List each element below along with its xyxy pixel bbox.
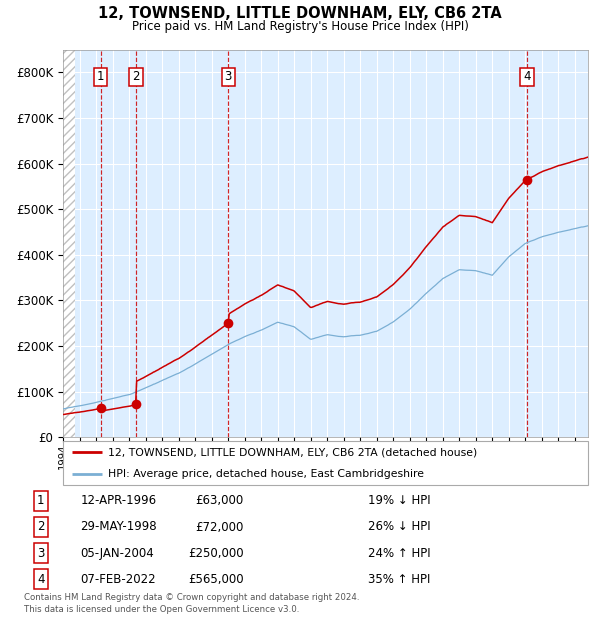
- Text: £63,000: £63,000: [196, 495, 244, 507]
- Text: 4: 4: [523, 71, 530, 84]
- Text: Contains HM Land Registry data © Crown copyright and database right 2024.: Contains HM Land Registry data © Crown c…: [24, 593, 359, 603]
- Text: 1: 1: [37, 495, 44, 507]
- Text: 2: 2: [37, 521, 44, 533]
- Text: 05-JAN-2004: 05-JAN-2004: [80, 547, 154, 559]
- Text: 4: 4: [37, 573, 44, 585]
- Text: £72,000: £72,000: [196, 521, 244, 533]
- Text: 3: 3: [37, 547, 44, 559]
- Text: This data is licensed under the Open Government Licence v3.0.: This data is licensed under the Open Gov…: [24, 604, 299, 614]
- Text: 19% ↓ HPI: 19% ↓ HPI: [368, 495, 431, 507]
- Text: 35% ↑ HPI: 35% ↑ HPI: [368, 573, 430, 585]
- Text: £250,000: £250,000: [188, 547, 244, 559]
- Text: 24% ↑ HPI: 24% ↑ HPI: [368, 547, 431, 559]
- Text: 29-MAY-1998: 29-MAY-1998: [80, 521, 157, 533]
- Text: 26% ↓ HPI: 26% ↓ HPI: [368, 521, 431, 533]
- Text: Price paid vs. HM Land Registry's House Price Index (HPI): Price paid vs. HM Land Registry's House …: [131, 20, 469, 33]
- Text: 1: 1: [97, 71, 104, 84]
- Text: HPI: Average price, detached house, East Cambridgeshire: HPI: Average price, detached house, East…: [107, 469, 424, 479]
- Text: £565,000: £565,000: [188, 573, 244, 585]
- Text: 2: 2: [132, 71, 140, 84]
- Text: 12-APR-1996: 12-APR-1996: [80, 495, 157, 507]
- Text: 12, TOWNSEND, LITTLE DOWNHAM, ELY, CB6 2TA: 12, TOWNSEND, LITTLE DOWNHAM, ELY, CB6 2…: [98, 6, 502, 21]
- Text: 3: 3: [224, 71, 232, 84]
- Text: 12, TOWNSEND, LITTLE DOWNHAM, ELY, CB6 2TA (detached house): 12, TOWNSEND, LITTLE DOWNHAM, ELY, CB6 2…: [107, 447, 477, 458]
- Text: 07-FEB-2022: 07-FEB-2022: [80, 573, 156, 585]
- Bar: [63, 50, 76, 437]
